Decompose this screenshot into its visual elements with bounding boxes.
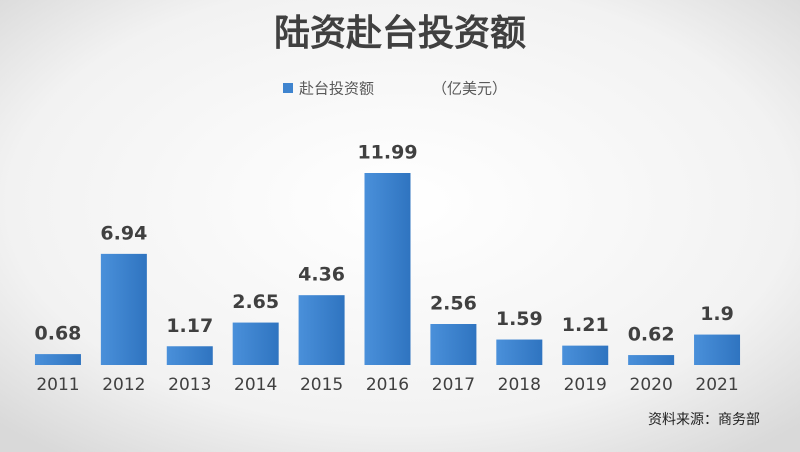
x-tick-label: 2011 [36, 375, 79, 395]
x-tick-label: 2017 [432, 375, 475, 395]
bar [562, 345, 609, 365]
bar [100, 253, 147, 365]
x-tick-label: 2012 [102, 375, 145, 395]
value-label: 1.21 [562, 314, 609, 336]
bar [166, 346, 213, 365]
x-tick-label: 2020 [630, 375, 673, 395]
value-label: 1.9 [700, 303, 734, 325]
bar [298, 295, 345, 365]
value-label: 1.17 [166, 315, 213, 337]
x-tick-label: 2018 [498, 375, 541, 395]
x-tick-label: 2014 [234, 375, 277, 395]
bar [364, 173, 411, 365]
chart-title: 陆资赴台投资额 [274, 12, 526, 54]
value-label: 4.36 [298, 264, 345, 286]
x-tick-label: 2019 [564, 375, 607, 395]
source-note: 资料来源：商务部 [648, 412, 760, 428]
bar [628, 355, 675, 365]
value-label: 2.56 [430, 293, 477, 315]
value-label: 1.59 [496, 308, 543, 330]
bar [34, 354, 81, 365]
x-tick-label: 2016 [366, 375, 409, 395]
value-label: 0.68 [35, 323, 82, 345]
bar [496, 339, 543, 365]
bar [232, 322, 279, 365]
x-tick-label: 2013 [168, 375, 211, 395]
value-label: 2.65 [232, 291, 279, 313]
x-tick-label: 2021 [695, 375, 738, 395]
value-label: 0.62 [628, 324, 675, 346]
bar [430, 324, 477, 365]
value-label: 6.94 [100, 222, 147, 244]
unit-label: （亿美元） [432, 80, 507, 98]
bar [694, 334, 741, 365]
value-label: 11.99 [357, 142, 417, 164]
legend-label: 赴台投资额 [299, 80, 374, 98]
x-tick-label: 2015 [300, 375, 343, 395]
legend-swatch [283, 83, 293, 93]
